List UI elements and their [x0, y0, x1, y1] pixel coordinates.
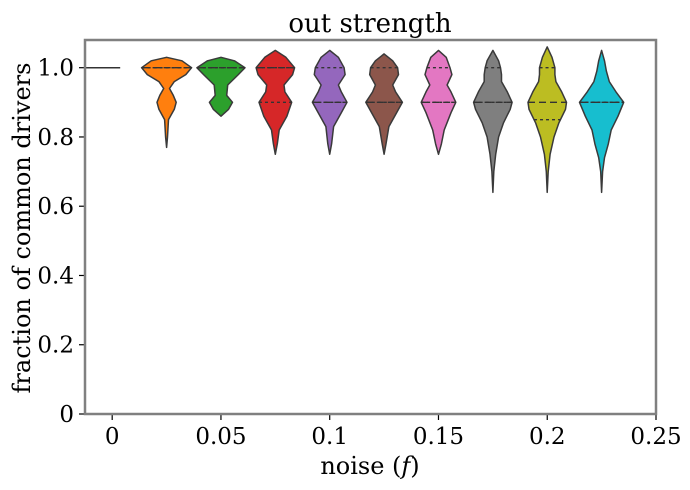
- chart-title: out strength: [288, 9, 452, 39]
- x-axis-label: noise (f): [320, 452, 419, 480]
- x-axis-label-prefix: noise (: [320, 452, 401, 480]
- x-tick-label: 0: [105, 424, 120, 450]
- x-tick-label: 0.25: [630, 424, 681, 450]
- x-tick-label: 0.05: [195, 424, 246, 450]
- x-ticks: 0 0.05 0.1 0.15 0.2 0.25: [105, 414, 682, 450]
- violin-body: [255, 49, 296, 156]
- y-tick-label: 0.6: [37, 194, 74, 220]
- x-tick-label: 0.2: [529, 424, 566, 450]
- y-tick-label: 0.8: [37, 125, 74, 151]
- plot-frame: [83, 38, 658, 416]
- y-ticks: 0 0.2 0.4 0.6 0.8 1.0: [37, 56, 85, 428]
- y-tick-label: 0: [59, 402, 74, 428]
- violin-body: [365, 53, 404, 156]
- violin-body: [578, 49, 625, 194]
- violin-body: [196, 56, 246, 117]
- y-axis-label: fraction of common drivers: [8, 63, 36, 394]
- y-tick-label: 1.0: [37, 56, 74, 82]
- violin-body: [140, 56, 193, 149]
- x-axis-label-suffix: ): [410, 452, 419, 480]
- x-tick-label: 0.1: [311, 424, 348, 450]
- violins-layer: [85, 46, 625, 194]
- x-tick-label: 0.15: [413, 424, 464, 450]
- y-tick-label: 0.4: [37, 263, 74, 289]
- y-tick-label: 0.2: [37, 333, 74, 359]
- violin-body: [472, 49, 513, 194]
